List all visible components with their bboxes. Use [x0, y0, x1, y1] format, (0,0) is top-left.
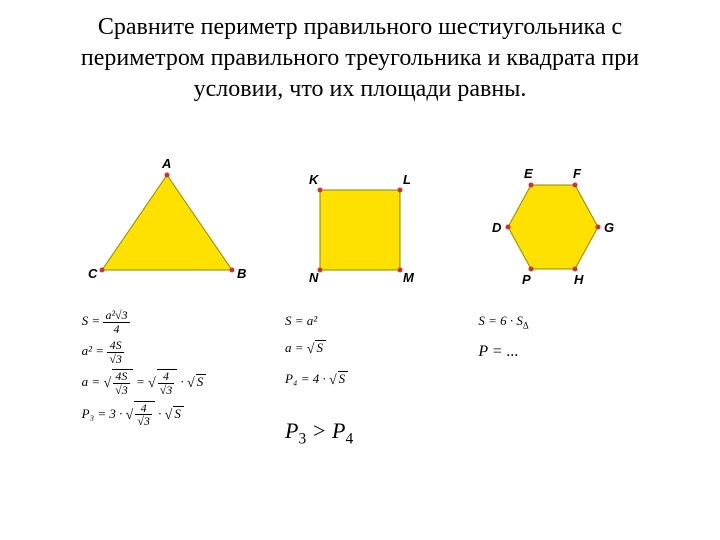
label-c: C	[88, 266, 98, 281]
label-a: A	[161, 156, 171, 171]
f2-r1: S = a²	[285, 309, 455, 332]
square-figure: K L M N	[275, 160, 445, 290]
label-h: H	[574, 272, 584, 287]
f2-r2: a = √S	[285, 336, 455, 362]
figures-row: A B C K L M N	[0, 160, 720, 290]
f2-r3: P₄ = 4 · √S	[285, 367, 455, 393]
label-k: K	[309, 172, 320, 187]
vertex-a	[164, 173, 169, 178]
label-m: M	[403, 270, 415, 285]
vertex-m	[397, 268, 402, 273]
f1-r2: a² = 4S√3	[82, 339, 252, 365]
label-n: N	[309, 270, 319, 285]
formulas-row: S = a²√34 a² = 4S√3 a = √4S√3 = √4√3 · √…	[0, 305, 720, 457]
f3-r1: S = 6 · SΔ	[478, 309, 648, 334]
formula-col-hexagon: S = 6 · SΔ P = ...	[458, 305, 648, 457]
f1-r4: P₃ = 3 · √4√3 · √S	[82, 401, 252, 428]
vertex-b	[229, 268, 234, 273]
f1-r3: a = √4S√3 = √4√3 · √S	[82, 369, 252, 396]
label-p: P	[522, 272, 531, 287]
triangle-shape	[102, 175, 232, 270]
label-b: B	[237, 266, 246, 281]
vertex-h	[573, 267, 578, 272]
square-shape	[320, 190, 400, 270]
vertex-e	[529, 183, 534, 188]
label-e: E	[524, 166, 533, 181]
hexagon-figure: E F G H P D	[468, 160, 638, 290]
f1-r1: S = a²√34	[82, 309, 252, 335]
vertex-k	[317, 188, 322, 193]
vertex-f	[573, 183, 578, 188]
vertex-l	[397, 188, 402, 193]
problem-title: Сравните периметр правильного шестиуголь…	[0, 12, 720, 106]
formula-col-square: S = a² a = √S P₄ = 4 · √S P3 > P4	[255, 305, 455, 457]
f3-r2: P = ...	[478, 338, 648, 367]
label-f: F	[573, 166, 582, 181]
vertex-p	[529, 267, 534, 272]
vertex-d	[506, 225, 511, 230]
label-l: L	[403, 172, 411, 187]
formula-col-triangle: S = a²√34 a² = 4S√3 a = √4S√3 = √4√3 · √…	[72, 305, 252, 457]
vertex-g	[596, 225, 601, 230]
hexagon-shape	[508, 185, 598, 269]
triangle-figure: A B C	[82, 160, 252, 290]
label-g: G	[604, 220, 614, 235]
inequality: P3 > P4	[285, 411, 455, 453]
label-d: D	[492, 220, 502, 235]
vertex-c	[99, 268, 104, 273]
